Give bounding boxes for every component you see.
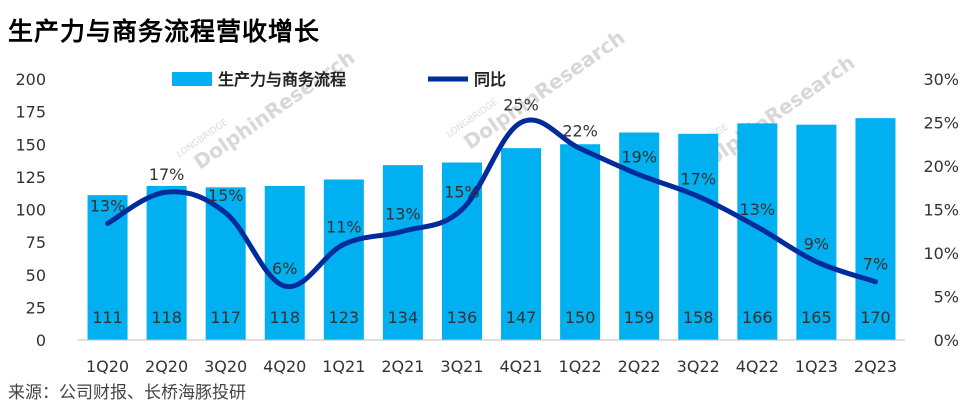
source-note: 来源：公司财报、长桥海豚投研 — [8, 383, 246, 403]
bar — [146, 186, 187, 340]
bar-value-label: 134 — [388, 308, 419, 327]
yoy-value-label: 6% — [272, 259, 297, 278]
bar-value-label: 118 — [151, 308, 182, 327]
right-axis-tick: 10% — [923, 244, 959, 263]
bar — [560, 144, 601, 340]
category-labels: 1Q20 2Q20 3Q20 4Q20 1Q21 2Q21 3Q21 4Q21 1Q22 2Q22… — [86, 357, 897, 376]
category-label: 1Q23 — [795, 357, 838, 376]
yoy-value-label: 25% — [503, 96, 539, 115]
left-axis-ticks: 0 25 50 75 100 125 150 175 200 — [15, 70, 46, 350]
bar-value-label: 147 — [506, 308, 537, 327]
category-label: 2Q20 — [145, 357, 188, 376]
legend-line-label: 同比 — [474, 70, 506, 89]
right-axis-tick: 20% — [923, 157, 959, 176]
yoy-value-label: 11% — [326, 217, 362, 236]
right-axis-ticks: 0% 5% 10% 15% 20% 25% 30% — [923, 70, 959, 350]
bar — [323, 179, 364, 340]
bar-value-label: 158 — [683, 308, 714, 327]
bar-labels: 111 118 117 118 123 134 136 147 150 159 158 166 165 1… — [92, 308, 890, 327]
category-label: 4Q21 — [499, 357, 542, 376]
bar-value-label: 111 — [92, 308, 123, 327]
bar — [737, 123, 778, 341]
category-label: 2Q23 — [854, 357, 897, 376]
right-axis-tick: 15% — [923, 201, 959, 220]
bar-value-label: 159 — [624, 308, 655, 327]
legend: 生产力与商务流程 同比 — [172, 70, 506, 89]
yoy-value-label: 13% — [740, 200, 776, 219]
left-axis-tick: 25 — [26, 298, 46, 317]
left-axis-tick: 0 — [36, 331, 46, 350]
left-axis-tick: 75 — [26, 233, 46, 252]
category-label: 4Q20 — [263, 357, 306, 376]
bar-value-label: 166 — [742, 308, 773, 327]
right-axis-tick: 0% — [934, 331, 959, 350]
yoy-value-label: 22% — [562, 122, 598, 141]
category-label: 1Q21 — [322, 357, 365, 376]
legend-bar-swatch — [172, 72, 212, 86]
bar-value-label: 165 — [801, 308, 832, 327]
yoy-series-line — [105, 117, 878, 290]
left-axis-tick: 100 — [15, 201, 46, 220]
left-axis-tick: 125 — [15, 168, 46, 187]
right-axis-tick: 5% — [934, 288, 959, 307]
category-label: 3Q20 — [204, 357, 247, 376]
yoy-value-label: 15% — [444, 183, 480, 202]
yoy-value-label: 13% — [90, 196, 126, 215]
yoy-labels: 13% 17% 15% 6% 11% 13% 15% 25% 22% 19% 17% 13% 9% 7% — [90, 96, 888, 279]
bar — [855, 118, 896, 341]
left-axis-tick: 150 — [15, 135, 46, 154]
left-axis-tick: 50 — [26, 266, 46, 285]
bar-value-label: 123 — [329, 308, 360, 327]
bar-value-label: 170 — [860, 308, 891, 327]
category-label: 4Q22 — [736, 357, 779, 376]
category-label: 2Q22 — [618, 357, 661, 376]
bar-value-label: 117 — [210, 308, 241, 327]
yoy-value-label: 17% — [680, 169, 716, 188]
bar — [796, 124, 837, 340]
right-axis-tick: 30% — [923, 70, 959, 89]
bar — [382, 165, 423, 340]
category-label: 3Q21 — [440, 357, 483, 376]
yoy-value-label: 13% — [385, 204, 421, 223]
yoy-value-label: 9% — [804, 235, 829, 254]
watermark-text: DolphinResearch — [189, 45, 359, 174]
right-axis-tick: 25% — [923, 114, 959, 133]
left-axis-tick: 175 — [15, 103, 46, 122]
category-label: 1Q20 — [86, 357, 129, 376]
left-axis-tick: 200 — [15, 70, 46, 89]
category-label: 1Q22 — [559, 357, 602, 376]
category-label: 2Q21 — [381, 357, 424, 376]
bar-value-label: 150 — [565, 308, 596, 327]
yoy-value-label: 7% — [863, 255, 888, 274]
yoy-value-label: 17% — [149, 165, 185, 184]
bars — [87, 118, 896, 341]
yoy-value-label: 15% — [208, 186, 244, 205]
bar — [501, 148, 542, 340]
bar — [87, 195, 128, 340]
bar — [264, 186, 305, 340]
chart-title: 生产力与商务流程营收增长 — [8, 17, 321, 46]
yoy-value-label: 19% — [621, 148, 657, 167]
legend-bar-label: 生产力与商务流程 — [218, 70, 346, 89]
bar-value-label: 118 — [269, 308, 300, 327]
bar — [678, 133, 719, 340]
bar-value-label: 136 — [447, 308, 478, 327]
category-label: 3Q22 — [677, 357, 720, 376]
watermark-text: DolphinResearch — [459, 25, 629, 154]
